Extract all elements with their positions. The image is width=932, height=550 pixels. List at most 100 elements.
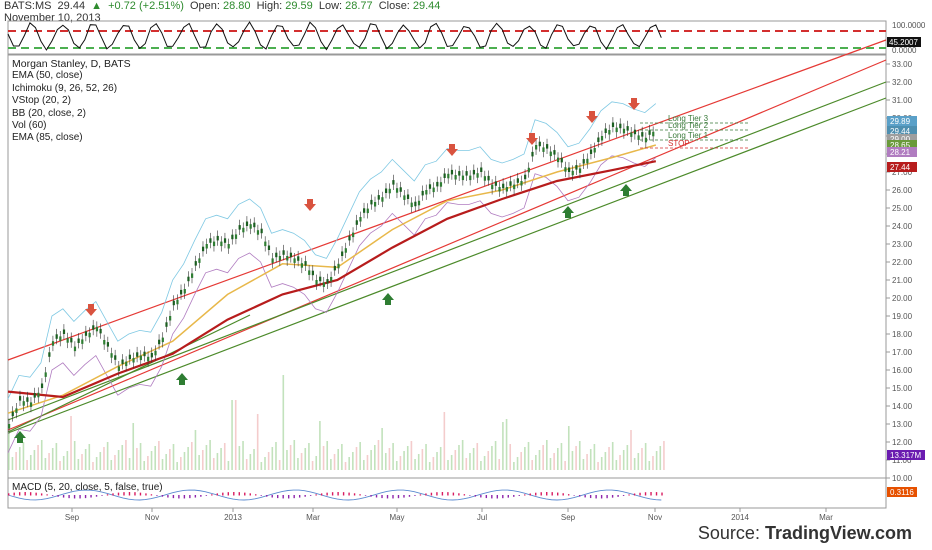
candle-body: [300, 263, 303, 268]
price-badge: [887, 140, 917, 150]
last-price: 29.44: [57, 0, 86, 12]
volume-bar: [600, 457, 603, 470]
volume-bar: [300, 453, 303, 470]
volume-bar: [242, 441, 244, 470]
volume-bar: [198, 455, 200, 470]
macd-histogram-bar: [309, 495, 312, 496]
macd-histogram-bar: [633, 493, 636, 496]
macd-histogram-bar: [29, 492, 32, 496]
candle-body: [535, 145, 538, 150]
price-badge-label: 29.89: [890, 117, 911, 126]
macd-histogram-bar: [112, 493, 114, 496]
candle-body: [366, 208, 369, 214]
candle-body: [33, 393, 36, 398]
volume-bar: [319, 421, 321, 470]
candle-body: [450, 169, 454, 175]
x-tick-label: Jul: [477, 513, 487, 522]
macd-histogram-bar: [260, 495, 262, 496]
volume-bar: [615, 460, 618, 470]
candle-body: [578, 168, 582, 173]
price-tick-label: 11.00: [892, 456, 912, 465]
macd-histogram-bar: [315, 494, 317, 496]
volume-bar: [70, 416, 72, 470]
price-tick-label: 17.00: [892, 348, 913, 357]
candle-body: [586, 158, 589, 164]
macd-histogram-bar: [337, 492, 339, 496]
volume-bar: [209, 440, 211, 470]
candle-body: [476, 173, 479, 178]
macd-histogram-bar: [557, 492, 559, 496]
x-tick-label: Mar: [819, 513, 833, 522]
macd-line: [7, 489, 662, 501]
volume-bar: [154, 446, 156, 470]
volume-bar: [282, 375, 285, 470]
macd-histogram-bar: [46, 494, 48, 496]
price-badge: [887, 126, 917, 136]
volume-badge-label: 13.317M: [890, 451, 921, 460]
volume-bar: [128, 458, 131, 470]
candle-body: [611, 122, 615, 127]
candle-body: [443, 173, 446, 178]
macd-histogram-bar: [551, 492, 553, 496]
volume-bar: [147, 456, 149, 470]
macd-histogram-bar: [271, 495, 273, 498]
candle-body: [480, 167, 483, 172]
candle-body: [487, 175, 490, 181]
candle-body: [150, 352, 153, 358]
price-badge-label: 29.00: [890, 135, 911, 144]
volume-bar: [26, 460, 28, 470]
candle-body: [483, 176, 486, 181]
volume-bar: [278, 460, 281, 470]
candle-body: [417, 200, 421, 206]
macd-histogram-bar: [266, 495, 268, 497]
candle-body: [341, 251, 344, 256]
candle-body: [81, 339, 84, 344]
price-badge: [887, 147, 917, 157]
volume-bar: [187, 447, 189, 470]
macd-histogram-bar: [277, 495, 279, 499]
level-label: Long Tier 1: [668, 131, 709, 140]
candle-body: [560, 157, 563, 163]
candle-body: [421, 190, 424, 196]
candle-body: [125, 361, 128, 367]
candle-body: [633, 129, 637, 135]
candle-body: [44, 372, 47, 377]
macd-histogram-bar: [529, 493, 531, 496]
macd-badge-label: 0.3116: [890, 488, 914, 497]
buy-arrow-icon: [562, 206, 574, 218]
volume-bar: [417, 454, 420, 470]
candle-body: [410, 202, 413, 208]
macd-histogram-bar: [463, 494, 466, 496]
candle-body: [363, 208, 366, 213]
candle-body: [245, 221, 249, 226]
volume-bar: [608, 447, 610, 470]
volume-bar: [476, 443, 479, 470]
candle-body: [557, 157, 560, 163]
macd-histogram-bar: [386, 495, 389, 499]
candle-body: [549, 151, 552, 157]
channel-upper-line: [7, 59, 887, 431]
buy-arrow-icon: [176, 373, 188, 385]
price-tick-label: 12.00: [892, 438, 913, 447]
volume-bar: [399, 456, 402, 470]
macd-histogram-bar: [419, 494, 422, 496]
candle-body: [37, 392, 40, 398]
macd-histogram-bar: [244, 492, 246, 496]
macd-histogram-bar: [40, 493, 43, 496]
legend-item: VStop (20, 2): [12, 95, 71, 107]
candle-body: [70, 337, 73, 343]
candle-body: [84, 331, 88, 336]
macd-histogram-bar: [452, 492, 455, 496]
volume-bar: [223, 443, 226, 470]
channel-lower-line: [7, 81, 887, 421]
volume-bar: [663, 441, 665, 470]
macd-histogram-bar: [408, 495, 411, 497]
volume-bar: [458, 445, 460, 470]
macd-pane: [7, 477, 887, 509]
price-badge-label: 28.21: [890, 148, 911, 157]
price-tick-label: 21.00: [892, 276, 913, 285]
macd-histogram-bar: [101, 495, 103, 496]
price-tick-label: 10.00: [892, 474, 913, 483]
candle-body: [209, 238, 212, 243]
